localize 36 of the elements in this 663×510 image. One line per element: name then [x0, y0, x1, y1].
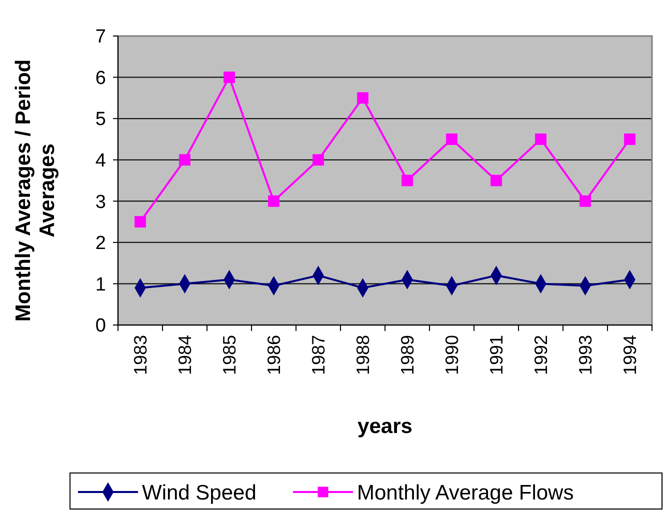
x-tick-label: 1985: [220, 335, 240, 376]
y-tick-label: 2: [95, 233, 106, 254]
x-axis-title: years: [358, 415, 412, 438]
legend-label: Monthly Average Flows: [357, 481, 574, 504]
point: [580, 195, 591, 207]
y-tick-label: 3: [95, 192, 106, 213]
legend-label: Wind Speed: [142, 481, 256, 504]
y-tick-label: 4: [95, 150, 106, 172]
point: [268, 195, 280, 207]
point: [624, 134, 636, 145]
point: [312, 154, 324, 166]
x-tick-label: 1984: [175, 335, 196, 376]
x-tick-label: 1989: [398, 335, 418, 376]
y-tick-label: 5: [95, 109, 106, 130]
point: [446, 134, 458, 145]
x-tick-label: 1987: [308, 335, 329, 376]
y-tick-label: 0: [95, 316, 106, 337]
point: [490, 174, 502, 186]
point: [535, 134, 546, 145]
y-axis-title: Monthly Averages / Period Averages: [12, 59, 60, 322]
point: [357, 92, 368, 104]
point: [179, 154, 190, 166]
x-tick-label: 1992: [531, 335, 552, 376]
y-tick-label: 1: [95, 274, 106, 296]
point: [402, 174, 413, 186]
x-tick-label: 1991: [486, 335, 507, 376]
x-tick-label: 1983: [130, 335, 151, 376]
point: [134, 216, 146, 228]
x-tick-label: 1990: [442, 335, 462, 376]
x-tick-label: 1988: [353, 335, 374, 376]
y-tick-label: 6: [95, 68, 106, 89]
x-tick-label: 1993: [576, 335, 596, 376]
y-tick-label: 7: [95, 26, 106, 48]
point: [224, 72, 235, 83]
x-tick-label: 1994: [620, 335, 640, 376]
x-tick-label: 1986: [264, 335, 284, 376]
